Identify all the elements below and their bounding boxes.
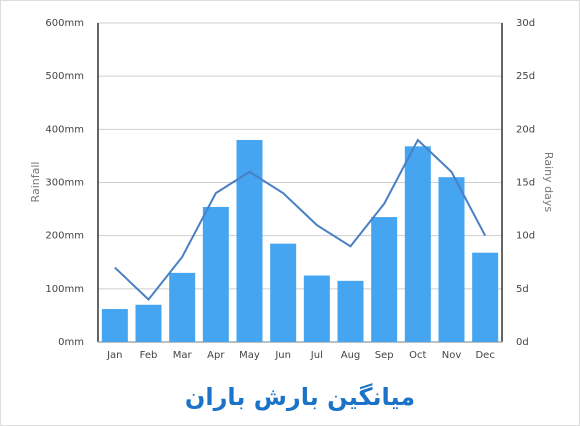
y-tick-label: 200mm xyxy=(45,231,84,242)
bar xyxy=(169,272,196,342)
bar xyxy=(270,243,297,342)
y-tick-label: 400mm xyxy=(45,124,84,135)
y2-tick-label: 0d xyxy=(516,337,529,348)
y2-tick-label: 25d xyxy=(516,71,535,82)
x-tick-label: Nov xyxy=(442,350,462,361)
x-tick-label: Jan xyxy=(106,350,122,361)
y2-tick-label: 20d xyxy=(516,124,535,135)
y2-tick-label: 15d xyxy=(516,178,535,189)
bar xyxy=(101,309,128,342)
y-tick-label: 100mm xyxy=(45,284,84,295)
bar xyxy=(236,139,263,342)
x-tick-label: Oct xyxy=(409,350,426,361)
x-tick-label: Dec xyxy=(475,350,494,361)
y-tick-label: 500mm xyxy=(45,71,84,82)
x-tick-label: Apr xyxy=(207,350,225,361)
chart-title: میانگین بارش باران xyxy=(185,383,415,411)
y-tick-label: 300mm xyxy=(45,178,84,189)
y-tick-label: 600mm xyxy=(45,18,84,29)
bar xyxy=(303,275,330,342)
bar xyxy=(438,177,465,342)
y-axis-title: Rainfall xyxy=(29,162,42,203)
y2-tick-label: 10d xyxy=(516,231,535,242)
x-tick-label: Sep xyxy=(375,350,394,361)
x-tick-label: May xyxy=(239,350,260,361)
x-tick-label: Feb xyxy=(140,350,158,361)
bar xyxy=(135,304,162,342)
x-tick-label: Jul xyxy=(310,350,323,361)
bar xyxy=(371,217,398,342)
y2-tick-label: 30d xyxy=(516,18,535,29)
bar xyxy=(404,146,431,342)
bar xyxy=(337,280,364,342)
bar xyxy=(472,252,499,342)
x-tick-label: Jun xyxy=(274,350,291,361)
y2-tick-label: 5d xyxy=(516,284,529,295)
y2-axis-title: Rainy days xyxy=(542,152,555,212)
bar xyxy=(202,206,229,342)
y-tick-label: 0mm xyxy=(58,337,84,348)
x-tick-label: Mar xyxy=(173,350,193,361)
line xyxy=(114,138,487,301)
x-tick-label: Aug xyxy=(341,350,361,361)
